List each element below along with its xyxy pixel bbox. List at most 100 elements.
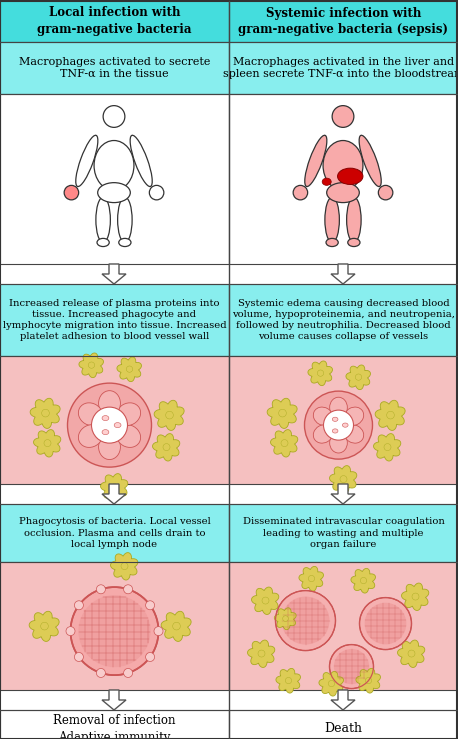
Circle shape: [412, 593, 419, 600]
Polygon shape: [398, 640, 425, 667]
Ellipse shape: [98, 183, 131, 202]
Circle shape: [124, 669, 133, 678]
Circle shape: [334, 649, 369, 684]
Polygon shape: [102, 264, 126, 284]
Polygon shape: [79, 353, 104, 378]
Text: Death: Death: [325, 723, 362, 735]
Ellipse shape: [344, 425, 364, 443]
Ellipse shape: [338, 168, 363, 185]
Polygon shape: [30, 398, 60, 429]
Circle shape: [258, 650, 265, 657]
Polygon shape: [102, 690, 126, 710]
Circle shape: [328, 681, 335, 687]
Circle shape: [146, 601, 155, 610]
Polygon shape: [331, 264, 355, 284]
Bar: [229, 562, 458, 690]
Bar: [229, 504, 458, 562]
Polygon shape: [331, 690, 355, 710]
Polygon shape: [117, 357, 142, 381]
Circle shape: [92, 407, 127, 443]
Circle shape: [408, 650, 415, 657]
Ellipse shape: [94, 140, 134, 191]
Circle shape: [355, 374, 362, 381]
Polygon shape: [29, 611, 59, 641]
Polygon shape: [356, 669, 381, 693]
Bar: [0, 284, 229, 356]
Circle shape: [262, 597, 269, 604]
Circle shape: [276, 590, 336, 650]
Ellipse shape: [102, 415, 109, 420]
Circle shape: [71, 587, 158, 675]
Circle shape: [103, 106, 125, 127]
Circle shape: [154, 627, 163, 636]
Ellipse shape: [118, 197, 132, 242]
Circle shape: [360, 577, 367, 584]
Text: Phagocytosis of bacteria. Local vessel
occlusion. Plasma and cells drain to
loca: Phagocytosis of bacteria. Local vessel o…: [19, 517, 210, 548]
Circle shape: [42, 409, 49, 417]
Circle shape: [74, 601, 83, 610]
Circle shape: [88, 362, 95, 368]
Circle shape: [64, 185, 79, 200]
Text: Disseminated intravascular coagulation
leading to wasting and multiple
organ fai: Disseminated intravascular coagulation l…: [243, 517, 444, 548]
Text: Systemic edema causing decreased blood
volume, hypoproteinemia, and neutropenia,: Systemic edema causing decreased blood v…: [232, 299, 455, 341]
Ellipse shape: [332, 418, 338, 421]
Ellipse shape: [102, 429, 109, 435]
Text: Macrophages activated to secrete
TNF-α in the tissue: Macrophages activated to secrete TNF-α i…: [19, 57, 210, 79]
Bar: [229, 0, 458, 42]
Bar: [229, 94, 458, 264]
Polygon shape: [319, 672, 344, 696]
Bar: [0, 710, 229, 739]
Circle shape: [44, 440, 51, 446]
Circle shape: [111, 483, 118, 491]
Ellipse shape: [323, 140, 363, 191]
Circle shape: [281, 440, 288, 446]
Circle shape: [378, 185, 393, 200]
Bar: [0, 94, 229, 264]
Circle shape: [149, 185, 164, 200]
Text: Removal of infection
Adaptive immunity: Removal of infection Adaptive immunity: [53, 715, 176, 739]
Circle shape: [329, 644, 374, 689]
Circle shape: [124, 585, 133, 593]
Circle shape: [305, 391, 372, 459]
Ellipse shape: [130, 135, 152, 186]
Polygon shape: [271, 429, 298, 457]
Polygon shape: [351, 568, 376, 593]
Bar: [0, 562, 229, 690]
Ellipse shape: [359, 135, 381, 186]
Polygon shape: [33, 429, 61, 457]
Circle shape: [96, 585, 105, 593]
Ellipse shape: [322, 178, 331, 185]
Polygon shape: [299, 566, 323, 591]
Polygon shape: [375, 401, 405, 430]
Ellipse shape: [332, 429, 338, 433]
Ellipse shape: [76, 135, 98, 186]
Polygon shape: [346, 365, 371, 389]
Circle shape: [282, 596, 329, 644]
Polygon shape: [374, 434, 401, 461]
Ellipse shape: [78, 425, 103, 447]
Polygon shape: [154, 401, 184, 430]
Ellipse shape: [116, 403, 141, 426]
Ellipse shape: [330, 432, 347, 453]
Circle shape: [317, 370, 324, 376]
Polygon shape: [153, 434, 180, 461]
Polygon shape: [330, 466, 357, 493]
Polygon shape: [308, 361, 333, 386]
Bar: [0, 356, 229, 484]
Ellipse shape: [96, 197, 110, 242]
Ellipse shape: [116, 425, 141, 447]
Bar: [0, 42, 229, 94]
Circle shape: [323, 410, 354, 440]
Bar: [229, 42, 458, 94]
Circle shape: [278, 409, 286, 417]
Circle shape: [360, 598, 411, 650]
Circle shape: [74, 653, 83, 661]
Ellipse shape: [313, 407, 333, 426]
Polygon shape: [110, 553, 138, 580]
Ellipse shape: [114, 423, 121, 428]
Ellipse shape: [119, 239, 131, 247]
Circle shape: [121, 562, 128, 570]
Circle shape: [332, 106, 354, 127]
Circle shape: [340, 476, 347, 483]
Circle shape: [163, 443, 170, 451]
